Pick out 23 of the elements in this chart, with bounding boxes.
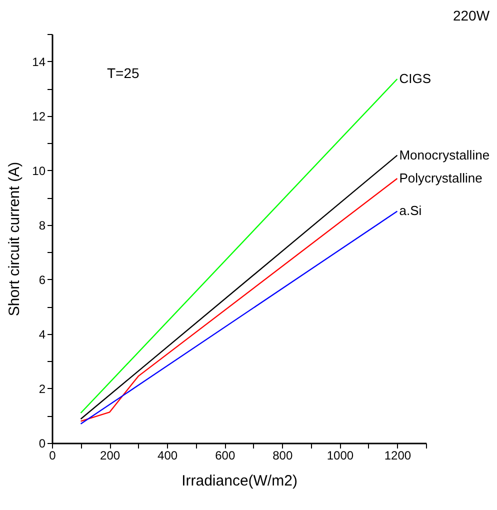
y-tick-label: 10 xyxy=(32,164,46,178)
y-tick-label: 4 xyxy=(38,327,46,342)
x-tick-label: 0 xyxy=(49,448,56,462)
series-label: Monocrystalline xyxy=(399,147,490,162)
x-tick-label: 600 xyxy=(215,448,236,462)
y-axis-title: Short circuit current (A) xyxy=(6,162,24,316)
x-tick-label: 1200 xyxy=(384,448,412,462)
y-tick-label: 2 xyxy=(38,382,46,396)
x-tick-label: 200 xyxy=(100,448,120,462)
text: 220W xyxy=(452,8,490,24)
x-tick-label: 1000 xyxy=(326,448,354,462)
y-tick-label: 14 xyxy=(32,54,46,69)
x-tick-label: 400 xyxy=(158,448,178,462)
annotation: T=25 xyxy=(107,65,140,81)
x-axis-title: Irradiance(W/m2) xyxy=(182,472,298,490)
y-tick-label: 0 xyxy=(38,436,46,450)
x-tick-label: 800 xyxy=(272,448,293,462)
series-label: CIGS xyxy=(399,70,432,86)
y-tick-label: 6 xyxy=(38,272,46,287)
series-label: Polycrystalline xyxy=(399,170,482,186)
series-label: a.Si xyxy=(399,203,422,218)
y-tick-label: 12 xyxy=(32,109,46,124)
y-tick-label: 8 xyxy=(38,218,46,232)
